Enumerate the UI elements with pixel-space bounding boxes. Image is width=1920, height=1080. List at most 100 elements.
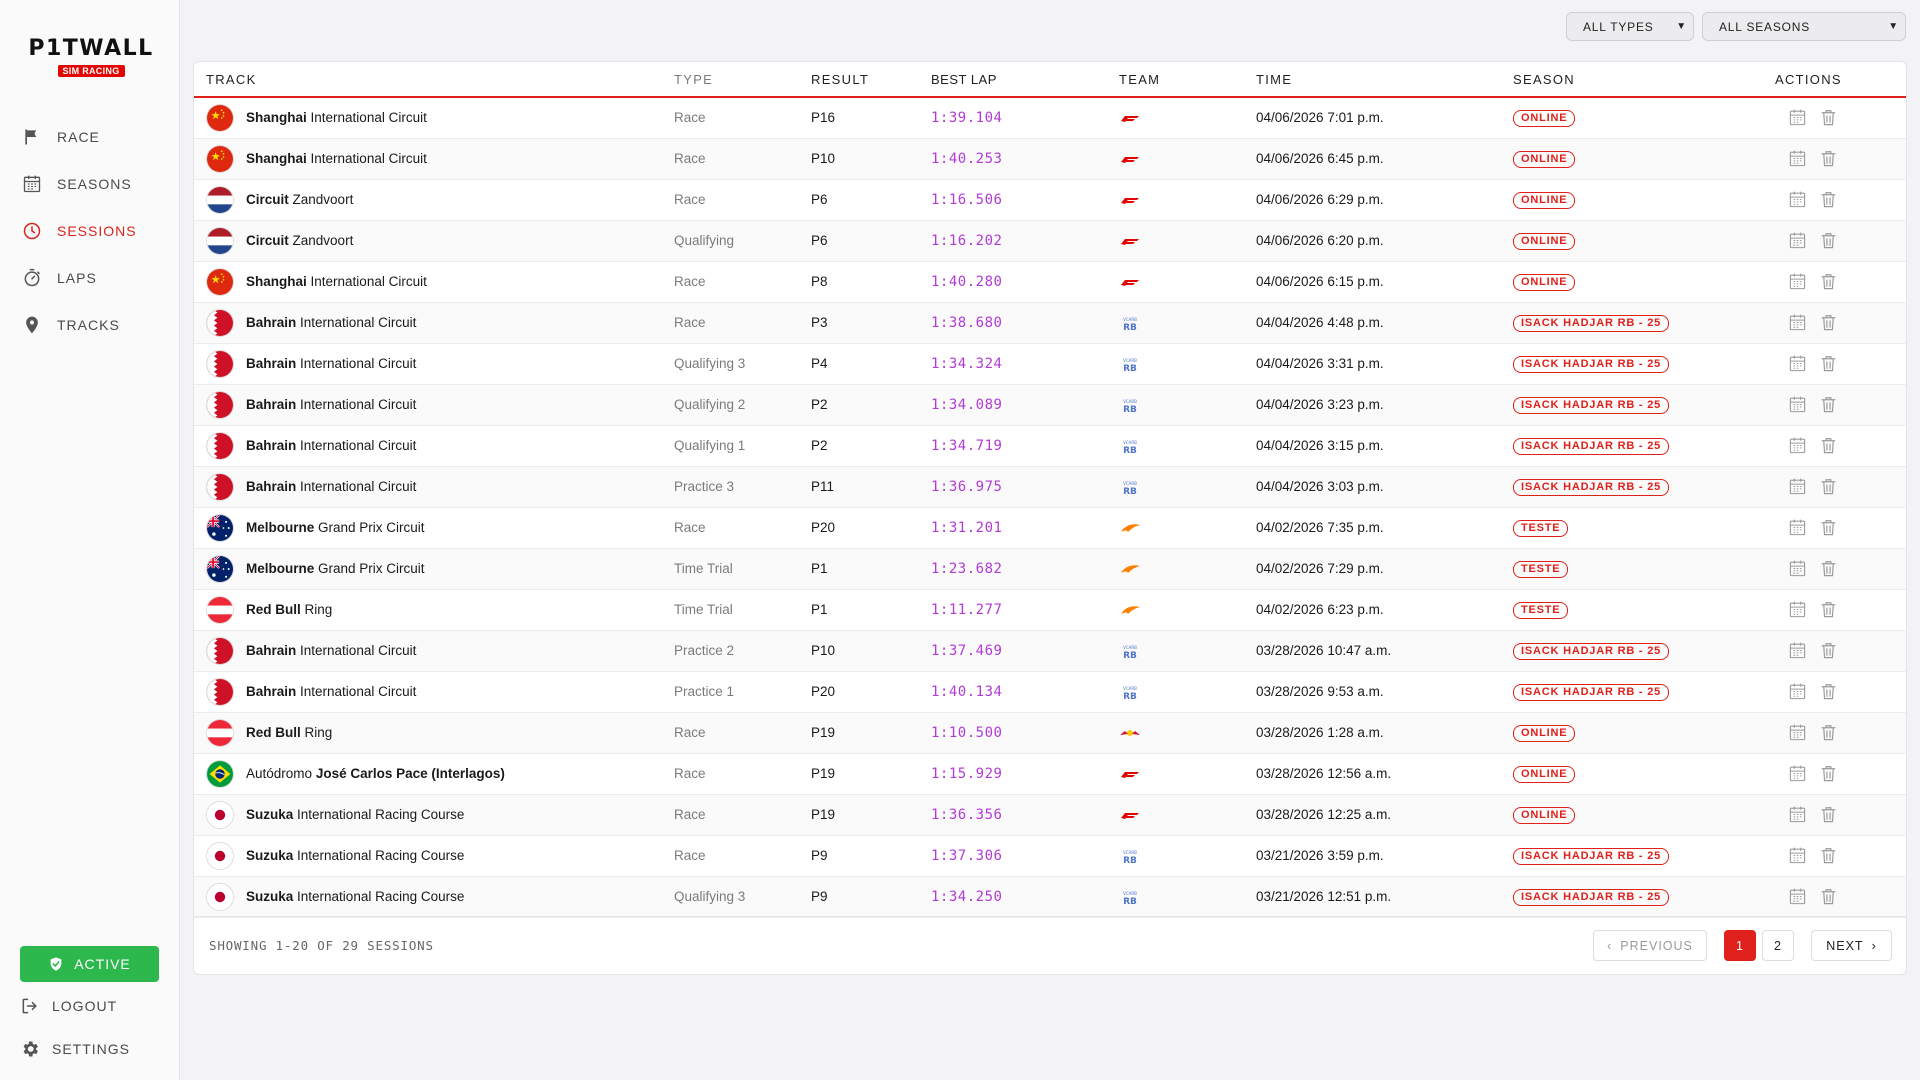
trash-icon[interactable] — [1819, 518, 1838, 537]
table-row[interactable]: Suzuka International Racing Course Race … — [194, 794, 1906, 835]
table-row[interactable]: Bahrain International Circuit Practice 1… — [194, 671, 1906, 712]
track-name[interactable]: Circuit Zandvoort — [246, 192, 353, 207]
page-button-2[interactable]: 2 — [1762, 930, 1794, 961]
track-name[interactable]: Shanghai International Circuit — [246, 274, 427, 289]
type-filter-select[interactable]: ALL TYPES ▼ — [1566, 12, 1694, 41]
track-name[interactable]: Shanghai International Circuit — [246, 151, 427, 166]
calendar-icon[interactable] — [1788, 190, 1807, 209]
trash-icon[interactable] — [1819, 887, 1838, 906]
calendar-icon[interactable] — [1788, 600, 1807, 619]
track-name[interactable]: Melbourne Grand Prix Circuit — [246, 561, 425, 576]
track-name[interactable]: Melbourne Grand Prix Circuit — [246, 520, 425, 535]
season-badge[interactable]: ISACK HADJAR RB - 25 — [1513, 314, 1670, 332]
trash-icon[interactable] — [1819, 600, 1838, 619]
table-row[interactable]: Shanghai International Circuit Race P10 … — [194, 138, 1906, 179]
page-button-1[interactable]: 1 — [1724, 930, 1756, 961]
season-badge[interactable]: ISACK HADJAR RB - 25 — [1513, 478, 1670, 496]
trash-icon[interactable] — [1819, 436, 1838, 455]
trash-icon[interactable] — [1819, 272, 1838, 291]
track-name[interactable]: Suzuka International Racing Course — [246, 807, 464, 822]
calendar-icon[interactable] — [1788, 313, 1807, 332]
track-name[interactable]: Shanghai International Circuit — [246, 110, 427, 125]
track-name[interactable]: Red Bull Ring — [246, 602, 332, 617]
calendar-icon[interactable] — [1788, 887, 1807, 906]
season-badge[interactable]: ISACK HADJAR RB - 25 — [1513, 437, 1670, 455]
trash-icon[interactable] — [1819, 190, 1838, 209]
calendar-icon[interactable] — [1788, 846, 1807, 865]
trash-icon[interactable] — [1819, 149, 1838, 168]
calendar-icon[interactable] — [1788, 108, 1807, 127]
calendar-icon[interactable] — [1788, 354, 1807, 373]
sidebar-item-seasons[interactable]: SEASONS — [22, 160, 172, 207]
trash-icon[interactable] — [1819, 354, 1838, 373]
active-status-button[interactable]: ACTIVE — [20, 946, 159, 982]
season-badge[interactable]: ISACK HADJAR RB - 25 — [1513, 683, 1670, 701]
calendar-icon[interactable] — [1788, 723, 1807, 742]
season-badge[interactable]: ONLINE — [1513, 109, 1576, 127]
column-header-team[interactable]: TEAM — [1119, 62, 1256, 98]
table-row[interactable]: Bahrain International Circuit Practice 3… — [194, 466, 1906, 507]
table-row[interactable]: Circuit Zandvoort Race P6 1:16.506 04/06… — [194, 179, 1906, 220]
trash-icon[interactable] — [1819, 641, 1838, 660]
season-badge[interactable]: TESTE — [1513, 601, 1569, 619]
sidebar-item-race[interactable]: RACE — [22, 113, 172, 160]
track-name[interactable]: Suzuka International Racing Course — [246, 848, 464, 863]
table-row[interactable]: Bahrain International Circuit Race P3 1:… — [194, 302, 1906, 343]
track-name[interactable]: Bahrain International Circuit — [246, 356, 416, 371]
track-name[interactable]: Bahrain International Circuit — [246, 479, 416, 494]
season-filter-select[interactable]: ALL SEASONS ▼ — [1702, 12, 1906, 41]
track-name[interactable]: Circuit Zandvoort — [246, 233, 353, 248]
season-badge[interactable]: ONLINE — [1513, 724, 1576, 742]
table-row[interactable]: Bahrain International Circuit Qualifying… — [194, 343, 1906, 384]
season-badge[interactable]: ONLINE — [1513, 273, 1576, 291]
calendar-icon[interactable] — [1788, 641, 1807, 660]
table-row[interactable]: Melbourne Grand Prix Circuit Time Trial … — [194, 548, 1906, 589]
table-row[interactable]: Suzuka International Racing Course Quali… — [194, 876, 1906, 917]
calendar-icon[interactable] — [1788, 395, 1807, 414]
previous-page-button[interactable]: ‹ PREVIOUS — [1593, 930, 1707, 961]
app-logo[interactable]: P1TWALL SIM RACING — [28, 36, 154, 79]
calendar-icon[interactable] — [1788, 231, 1807, 250]
calendar-icon[interactable] — [1788, 149, 1807, 168]
track-name[interactable]: Bahrain International Circuit — [246, 315, 416, 330]
logout-button[interactable]: LOGOUT — [20, 996, 117, 1016]
season-badge[interactable]: ISACK HADJAR RB - 25 — [1513, 396, 1670, 414]
table-row[interactable]: Red Bull Ring Race P19 1:10.500 03/28/20… — [194, 712, 1906, 753]
sidebar-item-laps[interactable]: LAPS — [22, 254, 172, 301]
season-badge[interactable]: ISACK HADJAR RB - 25 — [1513, 642, 1670, 660]
calendar-icon[interactable] — [1788, 477, 1807, 496]
column-header-track[interactable]: TRACK — [194, 62, 674, 98]
calendar-icon[interactable] — [1788, 518, 1807, 537]
calendar-icon[interactable] — [1788, 272, 1807, 291]
column-header-time[interactable]: TIME — [1256, 62, 1513, 98]
table-row[interactable]: Red Bull Ring Time Trial P1 1:11.277 04/… — [194, 589, 1906, 630]
track-name[interactable]: Bahrain International Circuit — [246, 684, 416, 699]
trash-icon[interactable] — [1819, 805, 1838, 824]
season-badge[interactable]: ISACK HADJAR RB - 25 — [1513, 888, 1670, 906]
column-header-type[interactable]: TYPE — [674, 62, 811, 98]
season-badge[interactable]: ONLINE — [1513, 806, 1576, 824]
trash-icon[interactable] — [1819, 682, 1838, 701]
table-row[interactable]: Bahrain International Circuit Qualifying… — [194, 425, 1906, 466]
season-badge[interactable]: ONLINE — [1513, 191, 1576, 209]
settings-button[interactable]: SETTINGS — [20, 1039, 130, 1059]
table-row[interactable]: Suzuka International Racing Course Race … — [194, 835, 1906, 876]
track-name[interactable]: Autódromo José Carlos Pace (Interlagos) — [246, 766, 505, 781]
table-row[interactable]: Melbourne Grand Prix Circuit Race P20 1:… — [194, 507, 1906, 548]
calendar-icon[interactable] — [1788, 764, 1807, 783]
track-name[interactable]: Bahrain International Circuit — [246, 397, 416, 412]
track-name[interactable]: Suzuka International Racing Course — [246, 889, 464, 904]
column-header-season[interactable]: SEASON — [1513, 62, 1775, 98]
table-row[interactable]: Autódromo José Carlos Pace (Interlagos) … — [194, 753, 1906, 794]
sidebar-item-tracks[interactable]: TRACKS — [22, 301, 172, 348]
calendar-icon[interactable] — [1788, 682, 1807, 701]
next-page-button[interactable]: NEXT › — [1811, 930, 1892, 961]
trash-icon[interactable] — [1819, 559, 1838, 578]
table-row[interactable]: Shanghai International Circuit Race P8 1… — [194, 261, 1906, 302]
table-row[interactable]: Circuit Zandvoort Qualifying P6 1:16.202… — [194, 220, 1906, 261]
sidebar-item-sessions[interactable]: SESSIONS — [22, 207, 172, 254]
table-row[interactable]: Bahrain International Circuit Qualifying… — [194, 384, 1906, 425]
track-name[interactable]: Bahrain International Circuit — [246, 438, 416, 453]
season-badge[interactable]: TESTE — [1513, 560, 1569, 578]
season-badge[interactable]: ONLINE — [1513, 232, 1576, 250]
